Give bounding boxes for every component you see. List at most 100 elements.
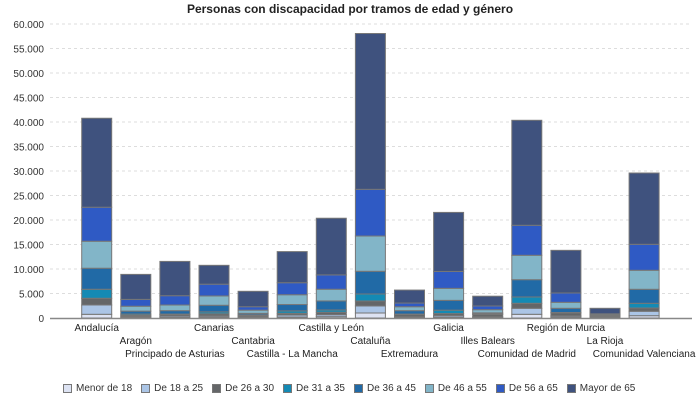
bar-segment [81,267,113,290]
legend-item: De 56 a 65 [495,383,558,394]
bar-segment [354,270,386,295]
legend-swatch [566,384,576,393]
legend-label: Menor de 18 [76,383,133,394]
bar-segment [81,297,113,306]
bar-segment [159,310,191,315]
bar-segment [198,283,230,297]
x-tick-label: Cantabria [231,336,275,347]
bar-segment [276,251,308,284]
bar-segment [511,307,543,315]
bar-segment [120,298,152,307]
bar-segment [511,254,543,281]
bar-segment [511,224,543,256]
legend-item: Mayor de 65 [566,383,636,394]
bar-segment [472,295,504,307]
x-tick-label: Castilla y León [299,323,365,334]
bar-segment [433,309,465,315]
bar-segment [628,172,660,245]
y-tick-label: 0 [38,314,44,325]
bar-segment [354,188,386,237]
bar-segment [354,293,386,302]
bar-segment [159,260,191,297]
bar-segment [472,305,504,311]
bar-segment [81,117,113,208]
x-tick-label: Illes Balears [460,336,514,347]
bar-segment [550,307,582,314]
bar-segment [550,249,582,294]
bar-segment [511,279,543,298]
x-tick-label: Andalucía [74,323,119,334]
bar-segment [628,243,660,271]
x-tick-label: Región de Murcia [527,323,606,334]
y-tick-label: 35.000 [13,143,44,154]
bar-segment [159,304,191,312]
x-tick-label: La Rioja [587,336,624,347]
legend-swatch [283,384,293,393]
bar-segment [628,310,660,317]
legend-swatch [353,384,363,393]
legend-item: De 31 a 35 [283,383,345,394]
bar-segment [237,306,269,311]
bar-segment [354,305,386,314]
legend-item: De 26 a 30 [212,383,274,394]
legend-swatch [212,384,222,393]
x-tick-label: Extremadura [381,349,439,360]
y-tick-label: 30.000 [13,167,44,178]
bar-segment [315,217,347,276]
bar-segment [628,269,660,290]
y-tick-label: 55.000 [13,45,44,56]
bar-segment [315,300,347,311]
y-tick-label: 5.000 [19,290,44,301]
bar-segment [354,33,386,190]
stacked-bar-chart: 0 5.000 10.000 15.000 20.000 25.000 30.000 35.0… [13,20,696,360]
bar-segment [550,301,582,309]
y-tick-label: 20.000 [13,216,44,227]
bar-segment [354,312,386,319]
chart-title: Personas con discapacidad por tramos de … [186,2,514,16]
x-tick-label: Canarias [194,323,234,334]
bar-segment [81,304,113,315]
bar-segment [394,306,425,312]
bar-segment [198,295,230,306]
bar-segment [198,264,230,285]
legend-label: De 46 a 55 [437,383,487,394]
bar-segment [511,313,543,319]
legend-swatch [424,384,434,393]
bar-segment [315,274,347,290]
x-tick-label: Comunidad Valenciana [593,349,696,360]
legend-label: De 36 a 45 [366,383,416,394]
bar-segment [433,211,465,272]
legend-label: Mayor de 65 [579,383,636,394]
legend-item: De 36 a 45 [353,383,416,394]
bar-segment [394,302,425,308]
bar-segment [120,273,152,300]
bar-segment [394,289,425,304]
bar-segment [550,292,582,303]
y-tick-label: 60.000 [13,20,44,31]
y-tick-label: 25.000 [13,192,44,203]
bar-segment [354,235,386,272]
bar-segment [511,296,543,304]
bar-segment [589,307,621,315]
x-tick-label: Galicia [433,323,464,334]
y-tick-label: 40.000 [13,118,44,129]
x-tick-label: Cataluña [350,336,390,347]
legend-swatch [495,384,505,393]
bar-segment [159,295,191,306]
bar-segment [433,270,465,289]
x-tick-label: Comunidad de Madrid [478,349,576,360]
bar-segment [628,302,660,309]
legend-item: De 46 a 55 [424,383,487,394]
bar-segment [81,206,113,242]
bar-segment [628,288,660,304]
bar-segment [81,240,113,269]
y-tick-label: 10.000 [13,265,44,276]
legend: Menor de 18 De 18 a 25 De 26 a 30 De 31 a 3… [63,383,635,394]
bar-segment [81,313,113,319]
y-tick-label: 45.000 [13,94,44,105]
bar-segment [237,290,269,308]
bar-segment [276,304,308,312]
bar-segment [120,305,152,312]
bar-segment [511,119,543,226]
x-tick-label: Principado de Asturias [125,349,225,360]
